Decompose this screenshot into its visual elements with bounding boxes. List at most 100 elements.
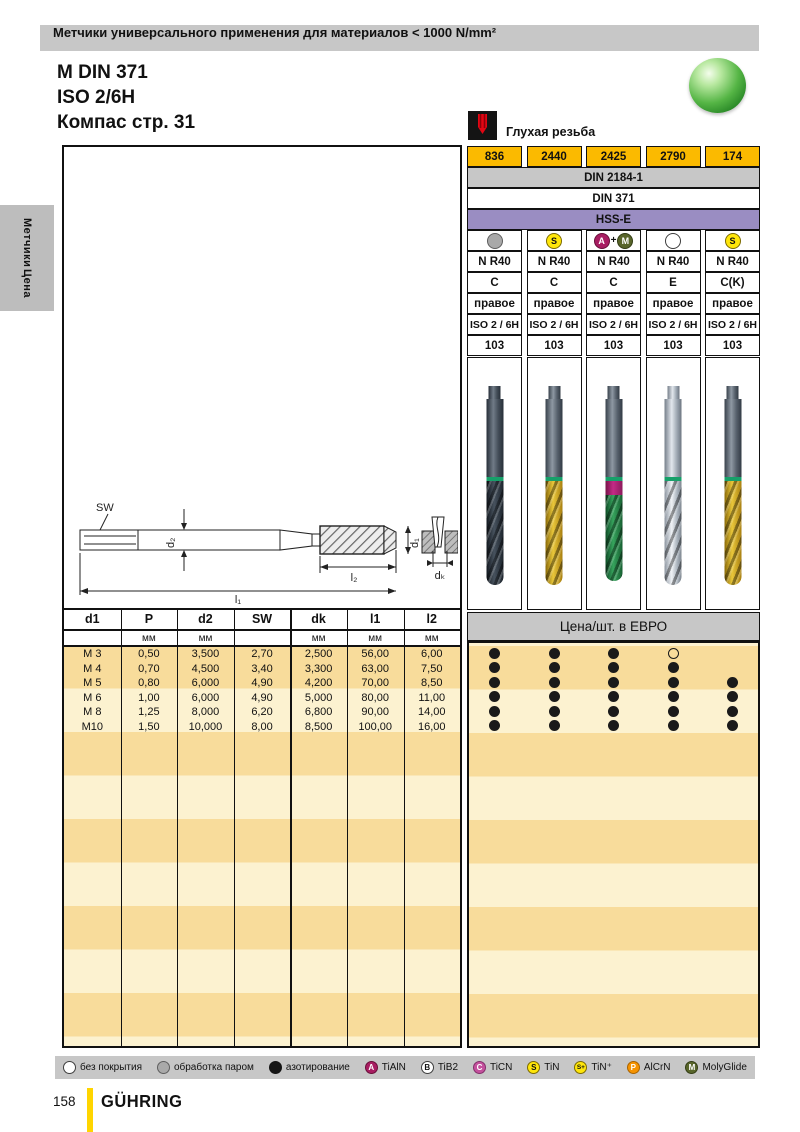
sidebar-tab-line1: Метчики [21,217,33,268]
dim-column-line [403,608,405,1046]
tin-coating-icon: S [724,232,741,249]
tap-photo-174 [705,357,760,610]
type-value: N R40 [586,251,641,272]
dim-cell: M 4 [83,662,102,675]
availability-panel [467,641,760,1048]
legend-item-molyglide: M MolyGlide [685,1061,747,1074]
dim-cell: M 8 [83,706,102,719]
title-line-3: Компас стр. 31 [57,112,196,133]
tialn-coating-icon: A [593,232,610,249]
dim-table-line [64,629,460,631]
standard-value: DIN 2184-1 [467,167,760,188]
spec-row-discount: 103 103 103 103 103 [467,335,760,356]
dim-header-sw: SW [251,612,273,626]
tap-photo-row [467,357,760,610]
discount-group-value: 103 [586,335,641,356]
dim-cell: 8,00 [251,720,273,733]
dim-cell: 0,70 [138,662,160,675]
price-header-label: Цена/шт. в ЕВРО [559,619,668,634]
availability-dot [667,720,679,732]
dim-cell: 10,000 [188,720,223,733]
blind-thread-badge: Глухая резьба [468,111,595,140]
type-value: N R40 [526,251,582,272]
price-header: Цена/шт. в ЕВРО [467,612,760,641]
legend-item-tialn: A TiAlN [364,1061,406,1074]
dim-column-line [347,608,349,1046]
spec-row-coating: S A + M S [467,230,760,251]
availability-dot [489,705,500,717]
legend-item-tin-plus: S+ TiN⁺ [574,1061,612,1074]
dim-cell: 4,200 [304,677,333,690]
coating-cell: S [705,230,760,251]
legend-item-ticn: C TiCN [472,1061,512,1074]
availability-dot [548,720,560,732]
availability-dot [608,647,619,659]
dim-cell: 2,70 [251,648,273,661]
availability-dot [727,676,738,688]
tap-photo-2425 [586,357,641,610]
drawing-label-dk: dₖ [435,570,446,582]
dim-cell: 80,00 [361,691,389,704]
tib2-coating-icon: B [420,1061,434,1074]
tap-photo-2440 [526,357,582,610]
drawing-label-l1: l₁ [235,594,241,605]
article-number: 836 [467,146,522,167]
dimension-row-m8: M 8 1,25 8,000 6,20 6,800 90,00 14,00 [64,705,460,720]
steam-treated-icon [486,232,503,249]
legend-item-tib2: B TiB2 [420,1061,458,1074]
type-value: N R40 [705,251,760,272]
tin-coating-icon: S [527,1061,541,1074]
availability-dot [667,691,679,703]
legend-item-nitrided: азотирование [268,1061,350,1074]
tap-photo-836 [467,357,522,610]
uncoated-icon [665,232,681,249]
drawing-label-sw: SW [96,502,114,514]
form-value: C(K) [705,272,760,293]
dim-unit: мм [311,632,326,644]
dim-cell: 16,00 [417,720,446,733]
direction-value: правое [586,293,641,314]
dimension-row-m3: M 3 0,50 3,500 2,70 2,500 56,00 6,00 [64,647,460,662]
dim-unit [234,630,291,646]
dim-cell: 70,00 [361,677,389,690]
dim-cell: 5,000 [304,691,333,704]
dim-unit: мм [198,632,213,644]
dim-cell: 56,00 [361,648,389,661]
dim-cell: 3,500 [191,648,220,661]
availability-dot [548,676,560,688]
legend-item-tin: S TiN [527,1061,559,1074]
dimension-row-m10: M10 1,50 10,000 8,00 8,500 100,00 16,00 [64,720,460,735]
sidebar-tab-line2: Цена [21,269,33,299]
coating-cell: A + M [586,230,641,251]
dim-cell: 6,000 [191,677,220,690]
drawing-label-d2: d₂ [165,538,177,548]
dim-header-p: P [144,612,154,626]
type-value: N R40 [467,251,522,272]
page-number: 158 [53,1094,76,1109]
plus-sign: + [610,235,617,246]
discount-group-value: 103 [705,335,760,356]
discount-group-value: 103 [526,335,582,356]
availability-dot [489,647,500,659]
dim-header-l1: l1 [369,612,381,626]
availability-dot [608,676,619,688]
article-number: 2790 [645,146,701,167]
type-value: N R40 [645,251,701,272]
product-title-block: M DIN 371 ISO 2/6H Компас стр. 31 [57,60,195,135]
dim-cell: 2,500 [304,648,333,661]
drawing-label-d1: d₁ [409,538,421,548]
dim-cell: M 5 [83,677,102,690]
coating-cell [467,230,522,251]
precision-value: ISO 2 / 6H [467,314,522,335]
dim-cell: 8,000 [191,706,220,719]
dim-column-line [120,608,122,1046]
direction-value: правое [645,293,701,314]
dim-cell: 1,25 [138,706,160,719]
alcrn-coating-icon: P [626,1061,640,1074]
ticn-coating-icon: C [472,1061,486,1074]
green-sphere-icon [689,58,746,113]
availability-dot [489,720,500,732]
spec-row-type: N R40 N R40 N R40 N R40 N R40 [467,251,760,272]
coating-legend-bar: без покрытия обработка паром азотировани… [55,1056,755,1079]
availability-dot [548,647,560,659]
